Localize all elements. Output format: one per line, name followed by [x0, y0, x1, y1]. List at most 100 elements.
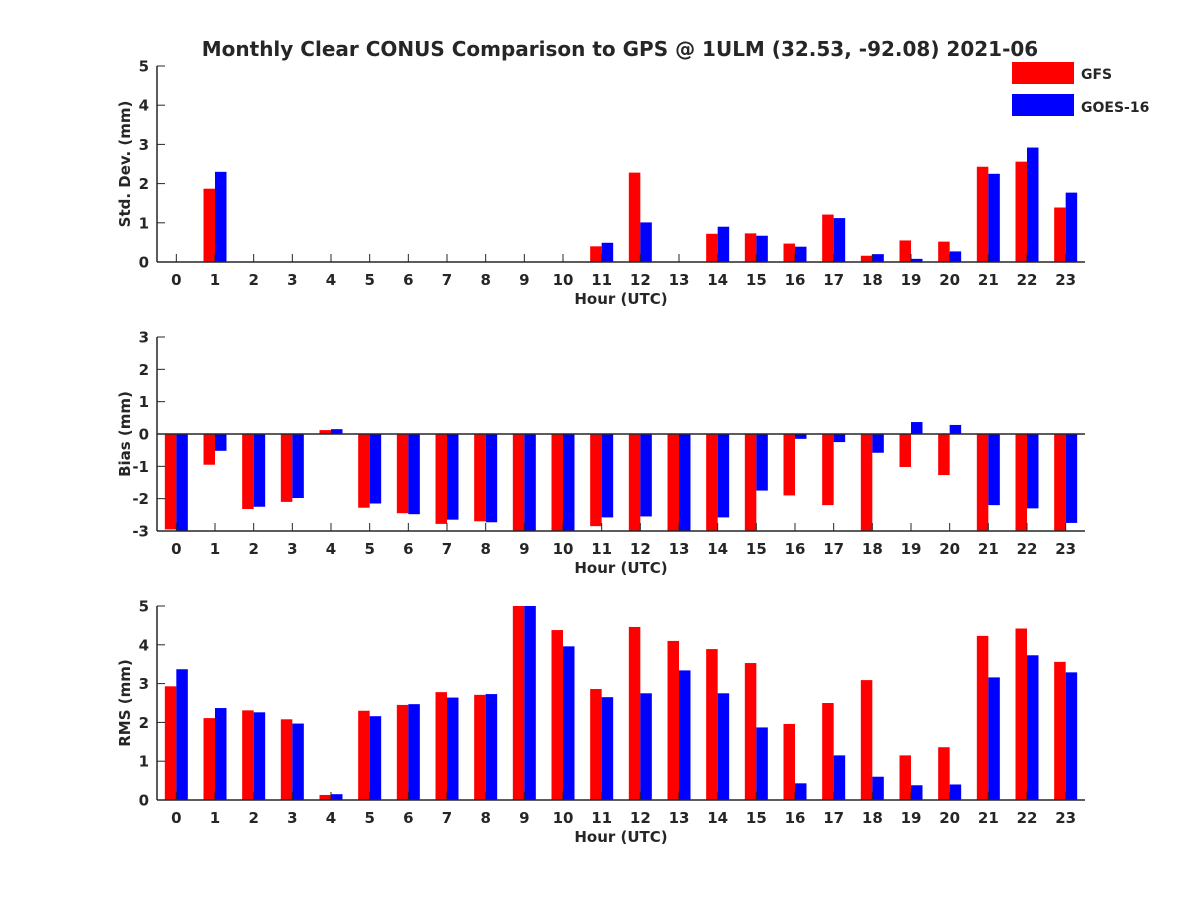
bar-gfs-22: [1015, 434, 1027, 531]
bar-gfs-6: [396, 434, 409, 514]
bar-gfs-3: [280, 719, 293, 800]
bar-gfs-19: [899, 434, 911, 467]
bar-goes16-1: [215, 708, 227, 800]
bar-gfs-8: [474, 434, 486, 522]
x-tick-label: 14: [707, 540, 728, 558]
x-tick-label: 21: [978, 809, 999, 827]
bar-goes16-21: [988, 173, 1000, 262]
x-tick-label: 4: [326, 809, 336, 827]
bar-gfs-19: [899, 755, 911, 800]
x-tick-label: 16: [785, 809, 806, 827]
x-tick-label: 3: [287, 271, 297, 289]
x-tick-label: 8: [480, 809, 490, 827]
bar-goes16-14: [717, 226, 730, 262]
y-tick-label: 3: [139, 136, 149, 154]
y-tick-label: 3: [139, 675, 149, 693]
x-tick-label: 5: [364, 540, 374, 558]
bar-gfs-20: [938, 434, 950, 476]
y-tick-label: -3: [132, 523, 149, 541]
bar-goes16-23: [1065, 192, 1078, 262]
x-tick-label: 5: [364, 271, 374, 289]
bar-goes16-3: [292, 723, 304, 800]
bar-gfs-15: [744, 434, 757, 531]
bar-goes16-22: [1027, 655, 1039, 800]
bar-goes16-8: [485, 694, 498, 800]
bar-goes16-0: [176, 434, 188, 531]
x-tick-label: 18: [862, 271, 883, 289]
bar-goes16-4: [331, 794, 343, 800]
x-tick-label: 13: [669, 809, 690, 827]
bar-goes16-16: [795, 434, 807, 439]
x-tick-label: 20: [939, 809, 960, 827]
x-tick-label: 0: [171, 540, 181, 558]
y-axis-label: Std. Dev. (mm): [116, 101, 134, 228]
x-tick-label: 15: [746, 271, 767, 289]
bar-gfs-5: [358, 710, 370, 800]
bar-goes16-18: [872, 434, 884, 453]
x-tick-label: 16: [785, 271, 806, 289]
x-tick-label: 6: [403, 271, 413, 289]
bar-gfs-18: [860, 434, 873, 531]
bar-goes16-19: [911, 422, 923, 434]
bar-gfs-14: [706, 649, 718, 800]
x-axis-label: Hour (UTC): [574, 559, 667, 577]
x-tick-label: 10: [553, 540, 574, 558]
x-tick-label: 23: [1055, 540, 1076, 558]
y-tick-label: 4: [139, 636, 149, 654]
bar-goes16-1: [215, 434, 227, 451]
bar-gfs-18: [860, 680, 873, 800]
bar-goes16-22: [1027, 147, 1039, 262]
bar-gfs-13: [667, 434, 679, 531]
bar-goes16-3: [292, 434, 304, 499]
x-tick-label: 6: [403, 540, 413, 558]
bar-gfs-12: [628, 626, 641, 800]
bar-goes16-13: [679, 434, 691, 531]
bar-goes16-12: [640, 693, 652, 800]
bar-goes16-19: [911, 258, 923, 262]
bar-gfs-0: [164, 686, 177, 800]
bar-gfs-10: [551, 434, 563, 531]
bar-goes16-13: [679, 670, 691, 800]
x-tick-label: 11: [591, 809, 612, 827]
bar-goes16-11: [601, 697, 614, 800]
y-tick-label: 2: [139, 714, 149, 732]
bar-goes16-20: [949, 784, 962, 800]
x-tick-label: 9: [519, 809, 529, 827]
x-tick-label: 4: [326, 271, 336, 289]
bar-goes16-4: [331, 429, 343, 434]
bar-goes16-17: [833, 218, 846, 262]
bar-goes16-9: [524, 434, 536, 531]
bar-goes16-20: [949, 424, 962, 434]
x-tick-label: 2: [248, 540, 258, 558]
bar-goes16-21: [988, 434, 1000, 506]
x-tick-label: 13: [669, 540, 690, 558]
x-tick-label: 10: [553, 271, 574, 289]
x-tick-label: 17: [823, 271, 844, 289]
bar-gfs-2: [242, 710, 254, 800]
x-tick-label: 1: [210, 809, 220, 827]
bar-goes16-8: [485, 434, 498, 523]
bar-goes16-17: [833, 434, 846, 443]
y-axis-label: Bias (mm): [116, 391, 134, 477]
x-tick-label: 8: [480, 271, 490, 289]
bar-gfs-12: [628, 172, 641, 262]
x-tick-label: 17: [823, 809, 844, 827]
bar-gfs-21: [976, 434, 989, 531]
x-tick-label: 21: [978, 271, 999, 289]
bar-gfs-23: [1054, 434, 1066, 531]
bar-goes16-7: [447, 697, 459, 800]
bar-gfs-2: [242, 434, 254, 510]
bar-gfs-16: [783, 243, 795, 262]
x-tick-label: 7: [442, 540, 452, 558]
legend-label-goes16: GOES-16: [1081, 100, 1149, 116]
x-tick-label: 15: [746, 540, 767, 558]
x-tick-label: 1: [210, 271, 220, 289]
x-tick-label: 16: [785, 540, 806, 558]
y-axis-label: RMS (mm): [116, 659, 134, 746]
y-tick-label: 0: [139, 254, 149, 272]
x-tick-label: 18: [862, 809, 883, 827]
x-tick-label: 12: [630, 271, 651, 289]
